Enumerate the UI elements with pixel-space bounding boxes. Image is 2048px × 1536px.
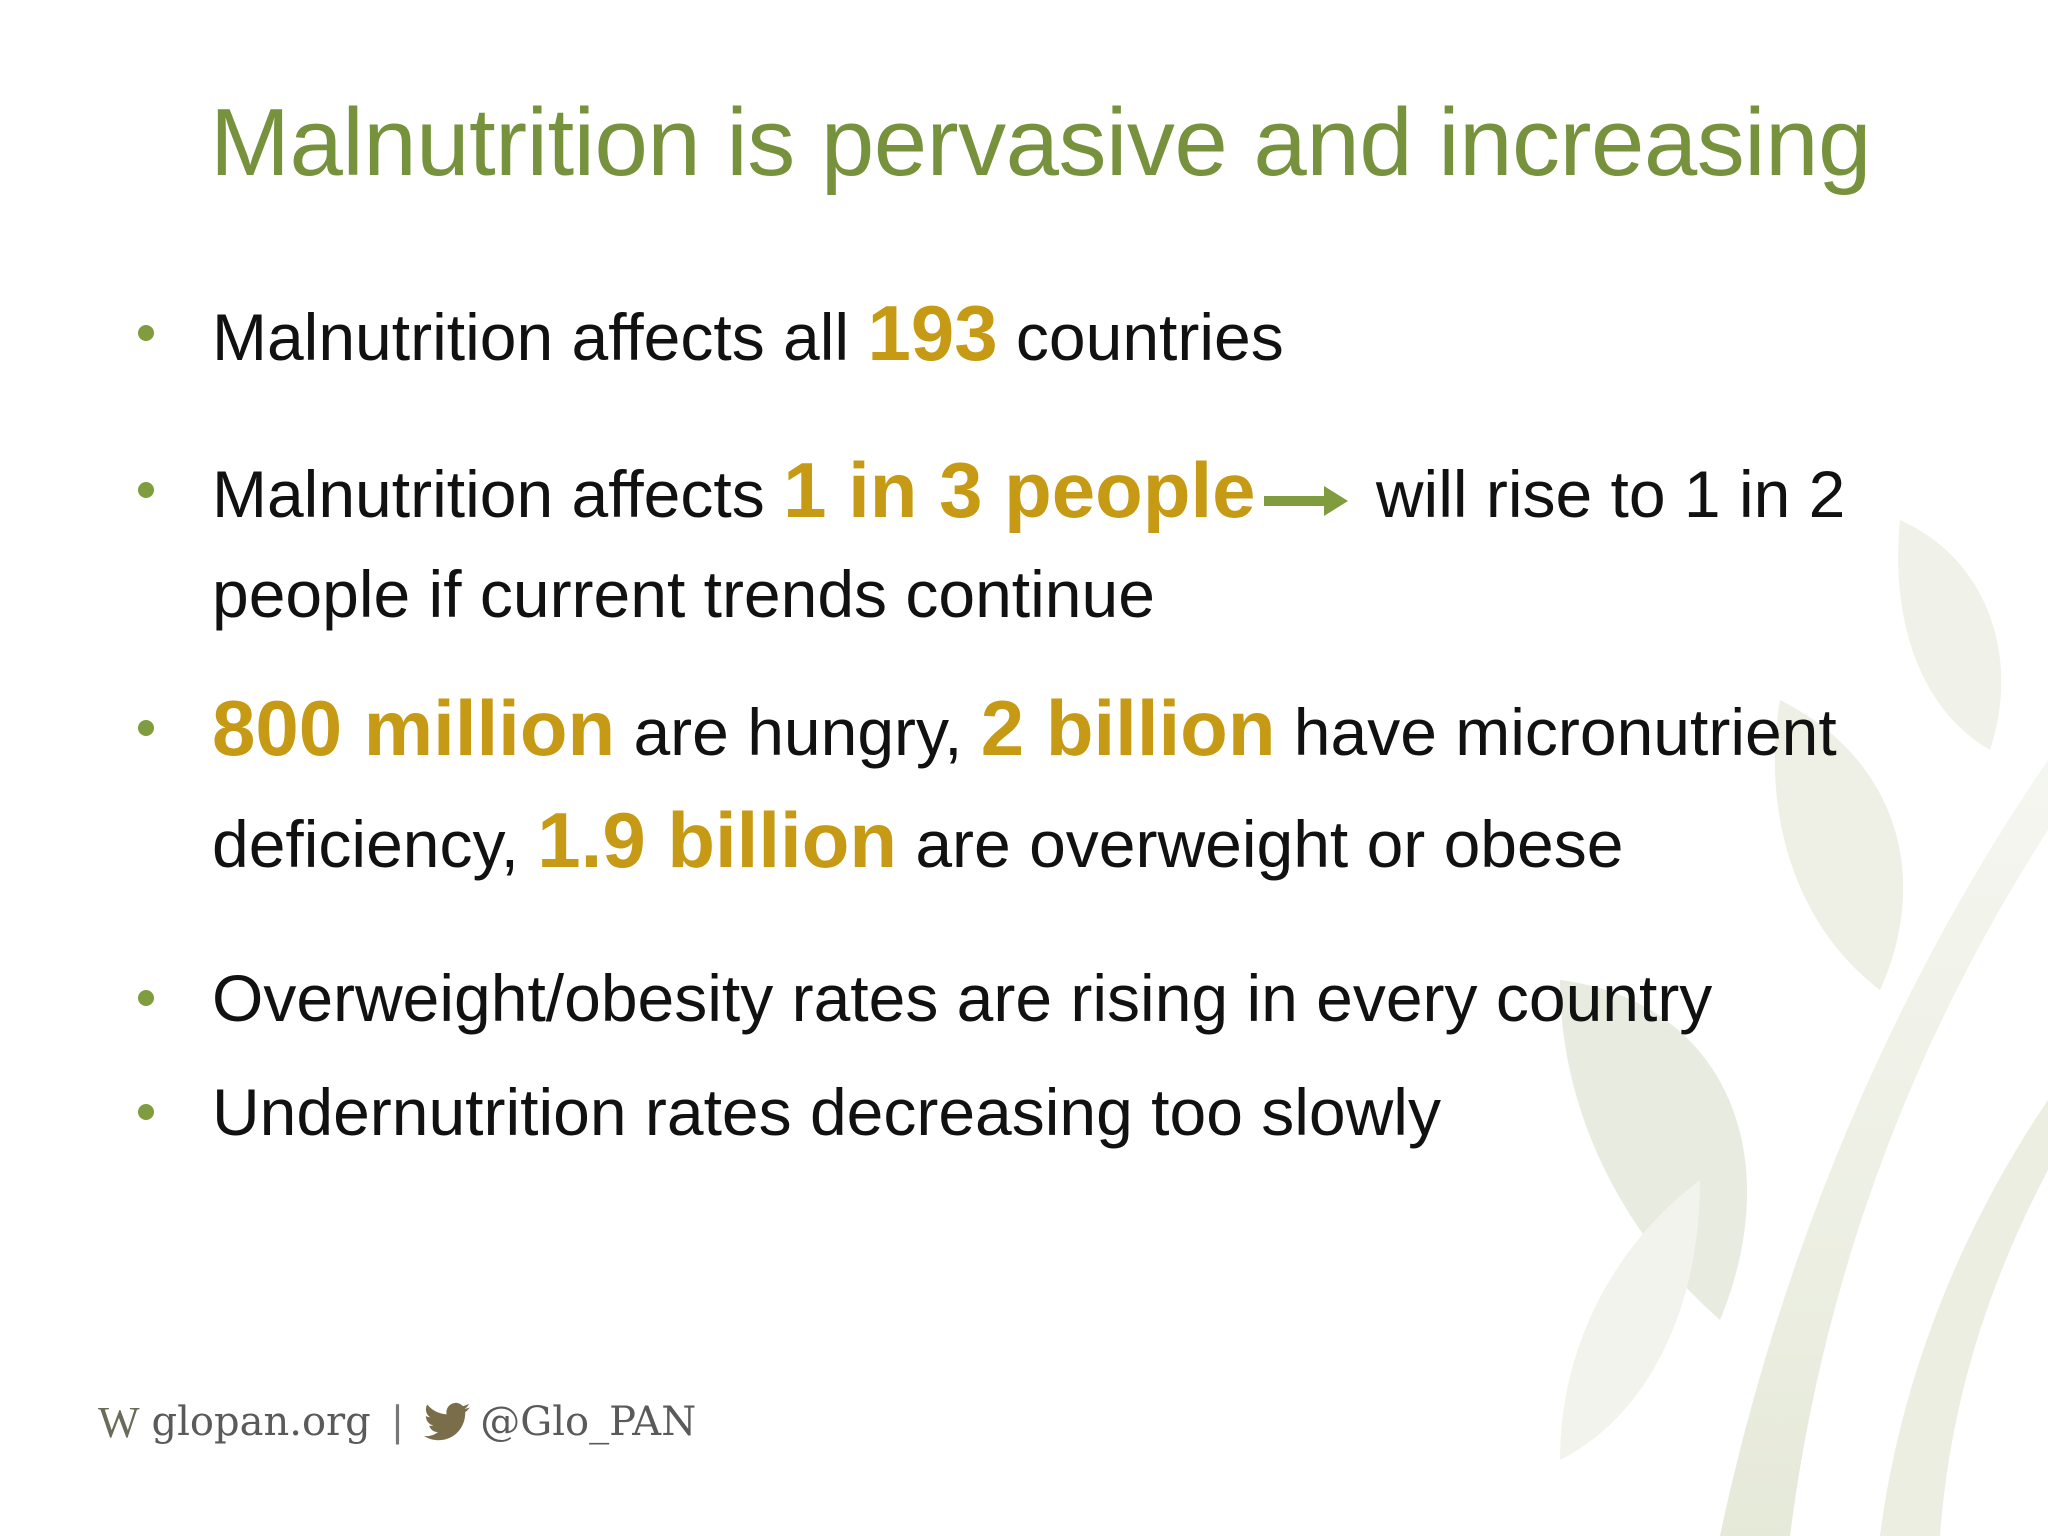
highlight-number: 800 million (212, 684, 616, 772)
bullet-dot (138, 990, 154, 1006)
twitter-handle[interactable]: @Glo_PAN (480, 1399, 697, 1445)
bullet-list: Malnutrition affects all 193 countries M… (130, 285, 1960, 1162)
bullet-item: Undernutrition rates decreasing too slow… (130, 1062, 1960, 1162)
website-link[interactable]: glopan.org (151, 1399, 371, 1445)
bullet-item: Malnutrition affects all 193 countries (130, 285, 1960, 385)
highlight-number: 2 billion (980, 684, 1276, 772)
footer: W glopan.org | @Glo_PAN (98, 1392, 696, 1452)
bullet-item: 800 million are hungry, 2 billion have m… (130, 674, 1960, 898)
highlight-number: 193 (867, 289, 998, 377)
bullet-text: Malnutrition affects all (212, 300, 868, 374)
highlight-number: 1.9 billion (537, 796, 897, 884)
bullet-text: are overweight or obese (897, 807, 1624, 881)
bullet-text: will rise to 1 in 2 people if current tr… (212, 457, 1846, 631)
bullet-text: are hungry, (615, 695, 981, 769)
web-prefix: W (98, 1397, 140, 1447)
bullet-text: countries (997, 300, 1284, 374)
highlight-number: 1 in 3 people (783, 446, 1256, 534)
right-arrow-icon (1263, 485, 1348, 516)
bullet-dot (138, 482, 154, 498)
bullet-item: Overweight/obesity rates are rising in e… (130, 948, 1960, 1048)
bullet-dot (138, 1104, 154, 1120)
bullet-text: have micronutrient deficiency, (212, 695, 1837, 881)
bullet-dot (138, 325, 154, 341)
bullet-text: Undernutrition rates decreasing too slow… (212, 1075, 1441, 1149)
bullet-text: Overweight/obesity rates are rising in e… (212, 961, 1713, 1035)
bullet-dot (138, 720, 154, 736)
bullet-item: Malnutrition affects 1 in 3 people will … (130, 440, 1960, 644)
slide-title: Malnutrition is pervasive and increasing (210, 89, 1871, 196)
twitter-bird-icon (424, 1402, 471, 1441)
bullet-text: Malnutrition affects (212, 457, 784, 531)
footer-separator: | (390, 1399, 405, 1445)
